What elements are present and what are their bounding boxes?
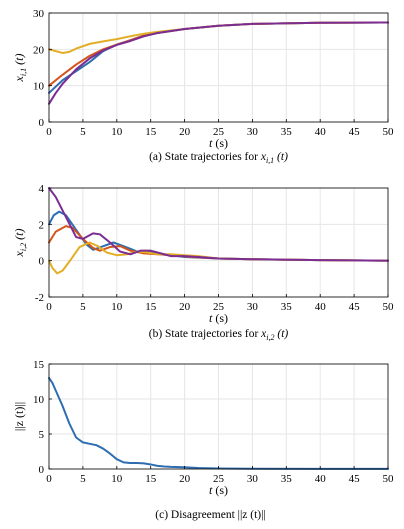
x-tick-label: 20 [179,126,191,138]
chart-panel-0: 0 5 10 15 20 25 30 35 40 45 50 0 10 20 30 t (s) xi,1 (t)… [12,8,394,165]
y-tick-label: 15 [33,359,45,371]
x-tick-label: 20 [179,473,191,485]
y-tick-label: 10 [33,81,45,93]
x-tick-label: 40 [315,301,327,313]
x-tick-label: 10 [111,473,123,485]
x-tick-label: 40 [315,126,327,138]
y-tick-label: 10 [33,394,45,406]
series-line-0 [48,377,389,470]
x-tick-label: 35 [281,126,293,138]
x-tick-label: 35 [281,301,293,313]
x-tick-label: 0 [46,473,52,485]
x-tick-label: 5 [80,473,86,485]
x-tick-label: 30 [247,126,259,138]
x-tick-label: 40 [315,473,327,485]
y-axis-label: xi,2 (t) [12,229,28,258]
y-tick-label: 5 [39,429,45,441]
series-line-3 [48,187,389,262]
x-tick-label: 10 [111,301,123,313]
chart-caption: (c) Disagreement ||z (t)|| [155,509,265,521]
y-tick-label: 0 [39,256,45,268]
x-tick-label: 0 [46,301,52,313]
x-tick-label: 5 [80,301,86,313]
y-tick-label: -2 [35,292,44,304]
x-tick-label: 10 [111,126,123,138]
y-tick-label: 30 [33,8,45,20]
x-tick-label: 0 [46,126,52,138]
x-tick-label: 45 [349,473,361,485]
x-tick-label: 45 [349,301,361,313]
x-tick-label: 50 [383,126,395,138]
x-axis-label: t (s) [209,311,228,325]
chart-caption: (b) State trajectories for xi,2 (t) [149,328,289,342]
x-axis-label: t (s) [209,136,228,150]
x-tick-label: 15 [145,126,157,138]
x-tick-label: 25 [213,473,225,485]
series-line-3 [48,21,389,105]
x-tick-label: 15 [145,301,157,313]
y-axis-label: xi,1 (t) [12,54,28,83]
x-tick-label: 30 [247,473,259,485]
x-tick-label: 20 [179,301,191,313]
y-axis-label: ||z (t)|| [12,402,26,431]
x-tick-label: 50 [383,473,395,485]
x-tick-label: 30 [247,301,259,313]
chart-caption: (a) State trajectories for xi,1 (t) [149,151,288,165]
y-tick-label: 0 [39,464,45,476]
x-tick-label: 15 [145,473,157,485]
y-tick-label: 20 [33,44,45,56]
x-tick-label: 25 [213,301,225,313]
x-tick-label: 25 [213,126,225,138]
y-tick-label: 2 [39,219,45,231]
x-tick-label: 50 [383,301,395,313]
y-tick-label: 0 [39,117,45,129]
x-axis-label: t (s) [209,483,228,497]
y-tick-label: 4 [39,183,45,195]
x-tick-label: 45 [349,126,361,138]
x-tick-label: 35 [281,473,293,485]
x-tick-label: 5 [80,126,86,138]
chart-panel-2: 0 5 10 15 20 25 30 35 40 45 50 0 5 10 15 t (s) ||z (t)||… [12,359,394,521]
